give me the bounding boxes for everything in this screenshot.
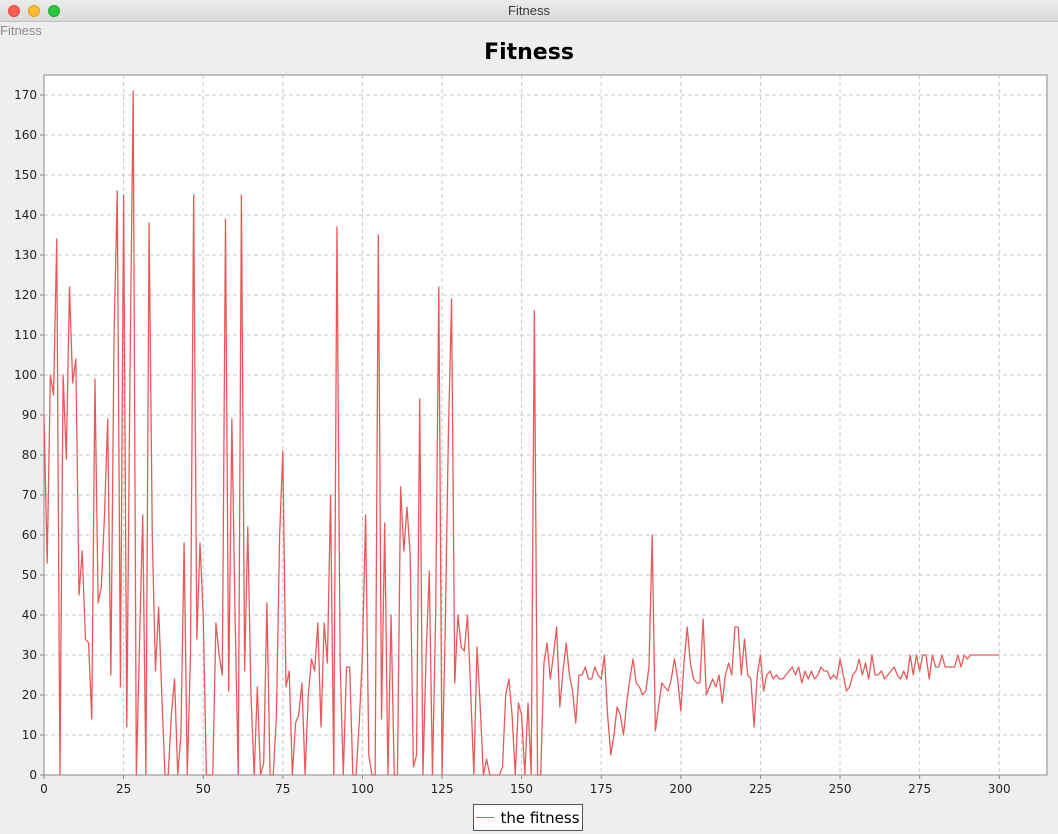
y-tick-label: 150 [14,168,37,182]
y-tick-label: 40 [22,608,37,622]
plot-background [44,75,1047,775]
minimize-window-button[interactable] [28,5,40,17]
y-tick-label: 20 [22,688,37,702]
close-window-button[interactable] [8,5,20,17]
legend-label: the fitness [500,808,580,827]
tick-labels: 0 25 50 75 100 125 150 175 200 225 250 275 300 0 10 20 3… [14,88,1011,796]
y-tick-label: 70 [22,488,37,502]
y-tick-label: 140 [14,208,37,222]
y-tick-label: 0 [29,768,37,782]
window-title: Fitness [508,3,550,18]
x-tick-label: 25 [116,782,131,796]
y-tick-label: 130 [14,248,37,262]
x-tick-label: 300 [988,782,1011,796]
x-tick-label: 125 [431,782,454,796]
frame-label: Fitness [0,23,42,38]
y-tick-label: 80 [22,448,37,462]
x-tick-label: 0 [40,782,48,796]
y-tick-label: 120 [14,288,37,302]
legend: the fitness [473,804,583,831]
window-titlebar[interactable]: Fitness [0,0,1058,22]
x-tick-label: 75 [275,782,290,796]
y-tick-label: 100 [14,368,37,382]
x-tick-label: 250 [829,782,852,796]
legend-swatch-icon [476,817,495,818]
y-tick-label: 90 [22,408,37,422]
x-tick-label: 175 [590,782,613,796]
x-tick-label: 275 [908,782,931,796]
zoom-window-button[interactable] [48,5,60,17]
y-tick-label: 30 [22,648,37,662]
y-tick-label: 170 [14,88,37,102]
x-tick-label: 150 [510,782,533,796]
y-tick-label: 110 [14,328,37,342]
x-tick-label: 50 [196,782,211,796]
x-tick-label: 200 [669,782,692,796]
y-tick-label: 50 [22,568,37,582]
y-tick-label: 10 [22,728,37,742]
x-tick-label: 100 [351,782,374,796]
series-line-0 [43,90,1000,776]
y-tick-label: 60 [22,528,37,542]
y-tick-label: 160 [14,128,37,142]
series-group [43,90,1000,776]
x-tick-label: 225 [749,782,772,796]
chart-title: Fitness [484,40,574,65]
